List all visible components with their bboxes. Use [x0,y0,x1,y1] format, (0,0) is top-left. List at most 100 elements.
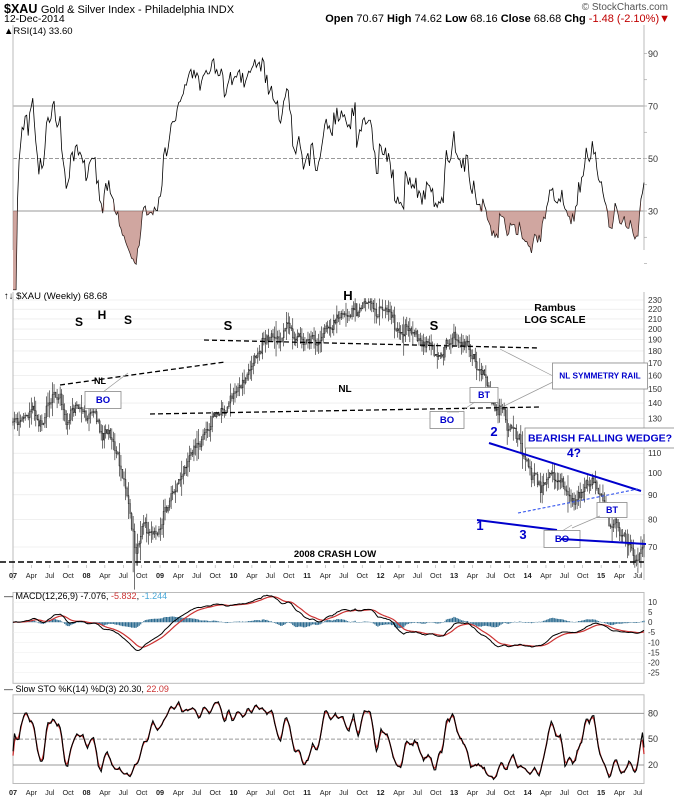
svg-text:15: 15 [597,571,605,580]
svg-text:180: 180 [648,346,662,356]
svg-text:H: H [98,308,107,322]
svg-text:Apr: Apr [320,571,332,580]
svg-text:S: S [124,313,132,327]
svg-text:Oct: Oct [209,571,220,580]
svg-text:-15: -15 [648,648,660,657]
svg-text:H: H [343,288,352,303]
svg-text:Apr: Apr [393,571,405,580]
svg-text:S: S [75,315,83,329]
svg-text:08: 08 [82,788,90,797]
svg-text:09: 09 [156,571,164,580]
svg-text:Oct: Oct [357,788,368,797]
svg-text:110: 110 [648,448,662,458]
svg-text:NL: NL [94,376,106,386]
svg-text:13: 13 [450,788,458,797]
svg-text:Jul: Jul [560,571,570,580]
svg-text:Apr: Apr [173,788,185,797]
svg-text:Oct: Oct [577,788,588,797]
svg-text:Oct: Oct [62,571,73,580]
svg-text:210: 210 [648,314,662,324]
svg-text:Oct: Oct [430,788,441,797]
svg-text:Apr: Apr [26,788,38,797]
svg-text:170: 170 [648,358,662,368]
svg-text:BO: BO [440,415,454,426]
svg-text:3: 3 [519,527,526,542]
svg-text:160: 160 [648,370,662,380]
svg-text:Oct: Oct [136,788,147,797]
svg-text:50: 50 [648,734,658,744]
svg-text:Oct: Oct [283,788,294,797]
svg-text:Jul: Jul [339,571,349,580]
svg-text:08: 08 [82,571,90,580]
svg-text:Jul: Jul [119,571,129,580]
svg-text:Oct: Oct [504,571,515,580]
svg-text:Jul: Jul [633,788,643,797]
svg-text:30: 30 [648,207,658,217]
svg-text:Jul: Jul [192,788,202,797]
svg-text:70: 70 [648,102,658,112]
svg-text:20: 20 [648,760,658,770]
svg-text:10: 10 [648,598,657,607]
svg-text:5: 5 [648,608,653,617]
svg-text:Oct: Oct [357,571,368,580]
svg-text:Apr: Apr [540,788,552,797]
svg-text:13: 13 [450,571,458,580]
svg-text:Oct: Oct [209,788,220,797]
svg-text:Jul: Jul [266,788,276,797]
svg-text:Jul: Jul [266,571,276,580]
svg-text:07: 07 [9,788,17,797]
svg-text:NL SYMMETRY RAIL: NL SYMMETRY RAIL [559,371,640,381]
svg-text:-20: -20 [648,658,660,667]
svg-text:-25: -25 [648,668,660,677]
svg-text:80: 80 [648,708,658,718]
svg-text:Apr: Apr [26,571,38,580]
svg-text:Jul: Jul [339,788,349,797]
svg-text:Apr: Apr [467,788,479,797]
svg-text:11: 11 [303,788,311,797]
svg-text:-10: -10 [648,638,660,647]
svg-text:Oct: Oct [283,571,294,580]
svg-text:Apr: Apr [173,571,185,580]
svg-text:BO: BO [96,395,110,406]
svg-text:BT: BT [606,505,618,515]
svg-text:14: 14 [524,788,533,797]
svg-text:Oct: Oct [504,788,515,797]
svg-text:190: 190 [648,335,662,345]
svg-text:10: 10 [229,788,237,797]
svg-text:200: 200 [648,324,662,334]
svg-text:Jul: Jul [192,571,202,580]
svg-text:Oct: Oct [577,571,588,580]
svg-text:140: 140 [648,398,662,408]
svg-text:90: 90 [648,490,658,500]
svg-text:Jul: Jul [486,571,496,580]
svg-text:Jul: Jul [560,788,570,797]
svg-text:S: S [430,318,439,333]
svg-text:90: 90 [648,49,658,59]
svg-text:15: 15 [597,788,605,797]
svg-text:Jul: Jul [633,571,643,580]
svg-text:BT: BT [478,390,490,400]
svg-text:Oct: Oct [62,788,73,797]
svg-text:11: 11 [303,571,311,580]
svg-text:BEARISH FALLING WEDGE?: BEARISH FALLING WEDGE? [528,432,672,444]
svg-text:09: 09 [156,788,164,797]
svg-text:Oct: Oct [136,571,147,580]
svg-text:NL: NL [338,384,351,395]
svg-text:0: 0 [648,618,653,627]
svg-text:220: 220 [648,304,662,314]
svg-text:50: 50 [648,154,658,164]
svg-text:12: 12 [377,788,385,797]
svg-text:Jul: Jul [45,571,55,580]
svg-text:Apr: Apr [246,571,258,580]
svg-text:Apr: Apr [246,788,258,797]
svg-text:2008 CRASH LOW: 2008 CRASH LOW [294,549,376,560]
svg-text:Apr: Apr [614,788,626,797]
svg-text:100: 100 [648,468,662,478]
svg-text:10: 10 [229,571,237,580]
svg-text:-5: -5 [648,628,656,637]
svg-text:80: 80 [648,514,658,524]
svg-text:1: 1 [476,518,483,533]
svg-text:Jul: Jul [413,571,423,580]
svg-text:14: 14 [524,571,533,580]
svg-text:07: 07 [9,571,17,580]
